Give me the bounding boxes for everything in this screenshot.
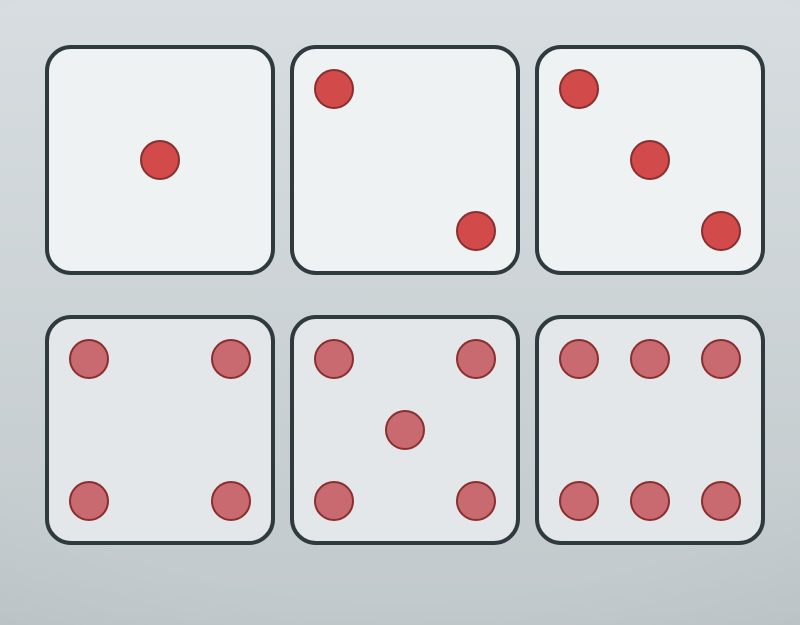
die-face-2: [290, 45, 520, 275]
pip: [385, 410, 425, 450]
pip: [559, 69, 599, 109]
pip: [314, 339, 354, 379]
pip: [701, 339, 741, 379]
pip: [701, 211, 741, 251]
die-face-6: [535, 315, 765, 545]
pip: [701, 481, 741, 521]
dice-grid: [45, 45, 765, 545]
die-face-3: [535, 45, 765, 275]
pip: [69, 339, 109, 379]
die-face-4: [45, 315, 275, 545]
pip: [314, 481, 354, 521]
pip: [211, 339, 251, 379]
pip: [559, 481, 599, 521]
pip: [456, 481, 496, 521]
pip: [69, 481, 109, 521]
pip: [630, 140, 670, 180]
pip: [140, 140, 180, 180]
pip: [211, 481, 251, 521]
pip: [630, 339, 670, 379]
pip: [456, 211, 496, 251]
die-face-1: [45, 45, 275, 275]
pip: [630, 481, 670, 521]
pip: [559, 339, 599, 379]
pip: [456, 339, 496, 379]
die-face-5: [290, 315, 520, 545]
pip: [314, 69, 354, 109]
